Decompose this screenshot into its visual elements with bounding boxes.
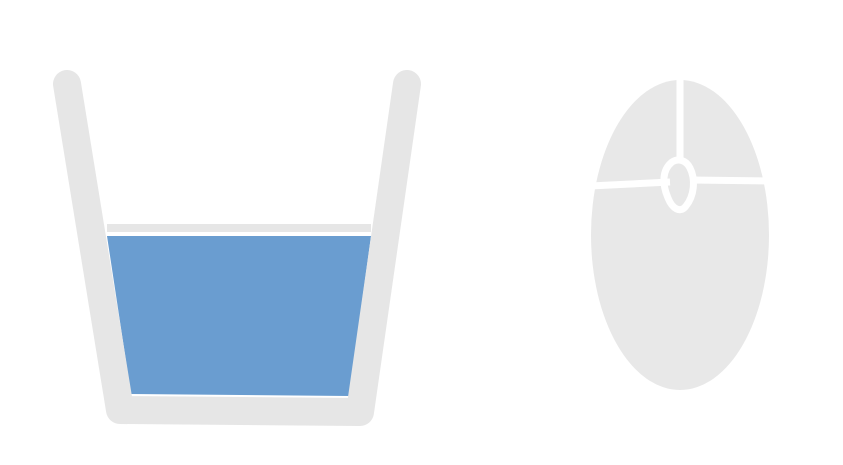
- cup-outline: [53, 70, 421, 426]
- cup-icon: [53, 70, 421, 426]
- mouse-scroll-wheel: [660, 156, 697, 214]
- mouse-body: [591, 80, 769, 390]
- mouse-button-seam-right: [689, 176, 771, 185]
- cup-water: [107, 236, 371, 396]
- computer-mouse-icon: [589, 75, 771, 390]
- mouse-button-seam-left: [589, 178, 671, 190]
